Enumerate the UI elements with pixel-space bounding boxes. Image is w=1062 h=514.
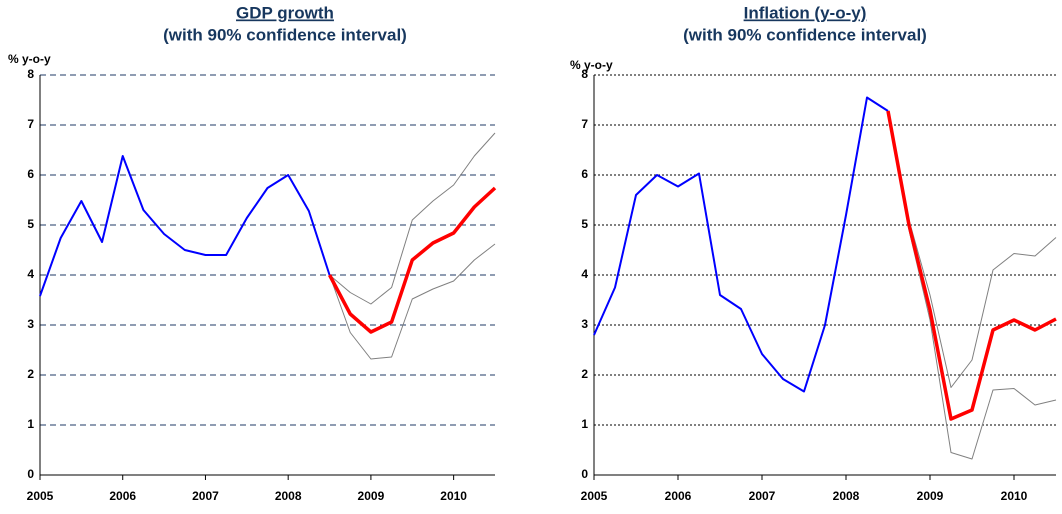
y-tick-label: 6 <box>27 167 34 181</box>
x-tick-label: 2005 <box>27 489 54 503</box>
chart-subtitle: (with 90% confidence interval) <box>163 25 407 44</box>
x-tick-label: 2006 <box>665 489 692 503</box>
y-tick-label: 0 <box>27 467 34 481</box>
series-line <box>329 243 496 360</box>
y-tick-label: 3 <box>581 317 588 331</box>
y-tick-label: 3 <box>27 317 34 331</box>
series-line <box>327 186 497 334</box>
y-tick-label: 0 <box>581 467 588 481</box>
y-tick-label: 6 <box>581 167 588 181</box>
y-tick-label: 2 <box>27 367 34 381</box>
y-tick-label: 7 <box>27 117 34 131</box>
x-tick-label: 2009 <box>917 489 944 503</box>
x-tick-label: 2006 <box>109 489 136 503</box>
y-axis-label: % y-o-y <box>8 52 51 66</box>
series-line <box>886 110 1057 421</box>
chart-title: Inflation (y-o-y) <box>744 3 867 22</box>
y-tick-label: 8 <box>581 67 588 81</box>
x-tick-label: 2008 <box>275 489 302 503</box>
y-tick-label: 4 <box>27 267 34 281</box>
x-tick-label: 2010 <box>440 489 467 503</box>
y-tick-label: 4 <box>581 267 588 281</box>
y-tick-label: 5 <box>27 217 34 231</box>
y-tick-label: 1 <box>27 417 34 431</box>
x-tick-label: 2010 <box>1001 489 1028 503</box>
y-tick-label: 1 <box>581 417 588 431</box>
x-tick-label: 2007 <box>192 489 219 503</box>
chart-title: GDP growth <box>236 3 334 22</box>
x-tick-label: 2005 <box>581 489 608 503</box>
series-line <box>329 132 496 305</box>
series-line <box>593 96 889 393</box>
series-line <box>887 110 1057 388</box>
y-tick-label: 7 <box>581 117 588 131</box>
x-tick-label: 2009 <box>358 489 385 503</box>
y-tick-label: 5 <box>581 217 588 231</box>
x-tick-label: 2007 <box>749 489 776 503</box>
chart-subtitle: (with 90% confidence interval) <box>683 25 927 44</box>
x-tick-label: 2008 <box>833 489 860 503</box>
y-tick-label: 2 <box>581 367 588 381</box>
y-tick-label: 8 <box>27 67 34 81</box>
series-line <box>39 155 331 297</box>
y-axis-label: % y-o-y <box>570 58 613 72</box>
